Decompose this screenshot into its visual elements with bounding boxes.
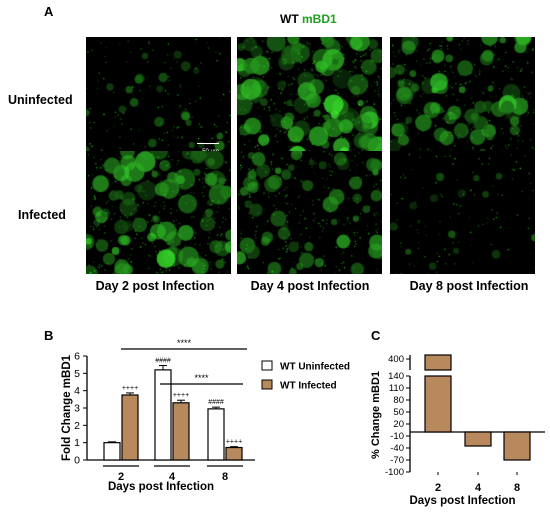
y-tick-label-c: 140 — [388, 371, 404, 382]
micrograph-canvas — [86, 37, 231, 160]
bar-annotation-b: ++++ — [226, 439, 242, 446]
micrograph-uninfected-day4 — [237, 37, 382, 160]
bar-annotation-b: ++++ — [173, 392, 189, 399]
x-tick-label-c: 4 — [475, 482, 482, 494]
y-tick-label-b: 2 — [74, 420, 80, 432]
micrograph-infected-day8 — [390, 151, 535, 274]
y-tick-label-c: -100 — [385, 467, 404, 478]
y-tick-label-b: 0 — [74, 455, 80, 467]
col-label-day2: Day 2 post Infection — [95, 279, 215, 293]
significance-label-b: **** — [194, 373, 209, 383]
bar-b — [103, 442, 121, 461]
micrograph-canvas — [390, 37, 535, 160]
bar-c-upper — [424, 354, 452, 371]
y-tick-label-c: 20 — [393, 419, 404, 430]
y-axis-title-b: Fold Change mBD1 — [61, 354, 73, 461]
bar-annotation-b: #### — [208, 399, 224, 406]
y-tick-label-c: -40 — [390, 443, 404, 454]
y-tick-label-c: 110 — [389, 383, 404, 394]
x-tick-label-b: 8 — [222, 471, 228, 483]
bar-c — [464, 431, 492, 447]
panel-a-title: WT mBD1 — [280, 12, 337, 26]
micrograph-canvas — [86, 151, 231, 274]
scale-bar — [197, 143, 219, 144]
y-tick-label-b: 1 — [74, 437, 80, 449]
micrograph-infected-day2 — [86, 151, 231, 274]
legend-label-b: WT Uninfected — [280, 362, 350, 373]
panel-a-title-marker: mBD1 — [302, 12, 337, 26]
legend-swatch-b — [261, 360, 273, 371]
micrograph-canvas — [237, 37, 382, 160]
y-tick-label-b: 3 — [74, 403, 80, 415]
bar-b — [207, 408, 225, 461]
y-tick-label-b: 4 — [74, 385, 80, 397]
legend-label-b: WT Infected — [280, 381, 337, 392]
bar-b — [225, 446, 243, 461]
micrograph-uninfected-day8 — [390, 37, 535, 160]
row-label-uninfected: Uninfected — [8, 93, 73, 107]
bar-b — [154, 369, 172, 461]
y-tick-label-c: 50 — [393, 407, 404, 418]
x-tick-label-b: 2 — [118, 471, 124, 483]
significance-label-b: **** — [177, 338, 192, 348]
bar-b — [172, 402, 190, 461]
micrograph-infected-day4 — [237, 151, 382, 274]
panel-b-letter: B — [44, 328, 54, 343]
micrograph-canvas — [390, 151, 535, 274]
y-tick-label-b: 5 — [74, 368, 80, 380]
x-tick-label-c: 2 — [435, 482, 441, 494]
x-axis-title-b: Days post Infection — [108, 481, 214, 493]
x-tick-label-c: 8 — [514, 482, 520, 494]
x-axis-title-c: Days post Infection — [409, 495, 515, 507]
bar-c — [424, 375, 452, 433]
micrograph-canvas — [237, 151, 382, 274]
bar-c — [503, 431, 531, 461]
bar-b — [121, 394, 139, 461]
col-label-day8: Day 8 post Infection — [409, 279, 529, 293]
y-tick-label-b: 6 — [74, 351, 80, 363]
y-tick-label-c: 400 — [388, 354, 404, 365]
y-tick-label-c: 80 — [393, 395, 404, 406]
col-label-day4: Day 4 post Infection — [250, 279, 370, 293]
x-tick-label-b: 4 — [169, 471, 176, 483]
micrograph-uninfected-day2: 50 μm — [86, 37, 231, 160]
legend-swatch-b — [261, 379, 273, 390]
row-label-infected: Infected — [18, 208, 66, 222]
panel-a-title-prefix: WT — [280, 12, 299, 26]
bar-annotation-b: #### — [155, 358, 171, 365]
y-axis-title-c: % Change mBD1 — [370, 371, 382, 459]
y-tick-label-c: -70 — [390, 455, 404, 466]
panel-a-letter: A — [44, 4, 54, 19]
y-tick-label-c: -10 — [390, 431, 404, 442]
bar-annotation-b: ++++ — [122, 385, 138, 392]
panel-c-letter: C — [371, 328, 381, 343]
